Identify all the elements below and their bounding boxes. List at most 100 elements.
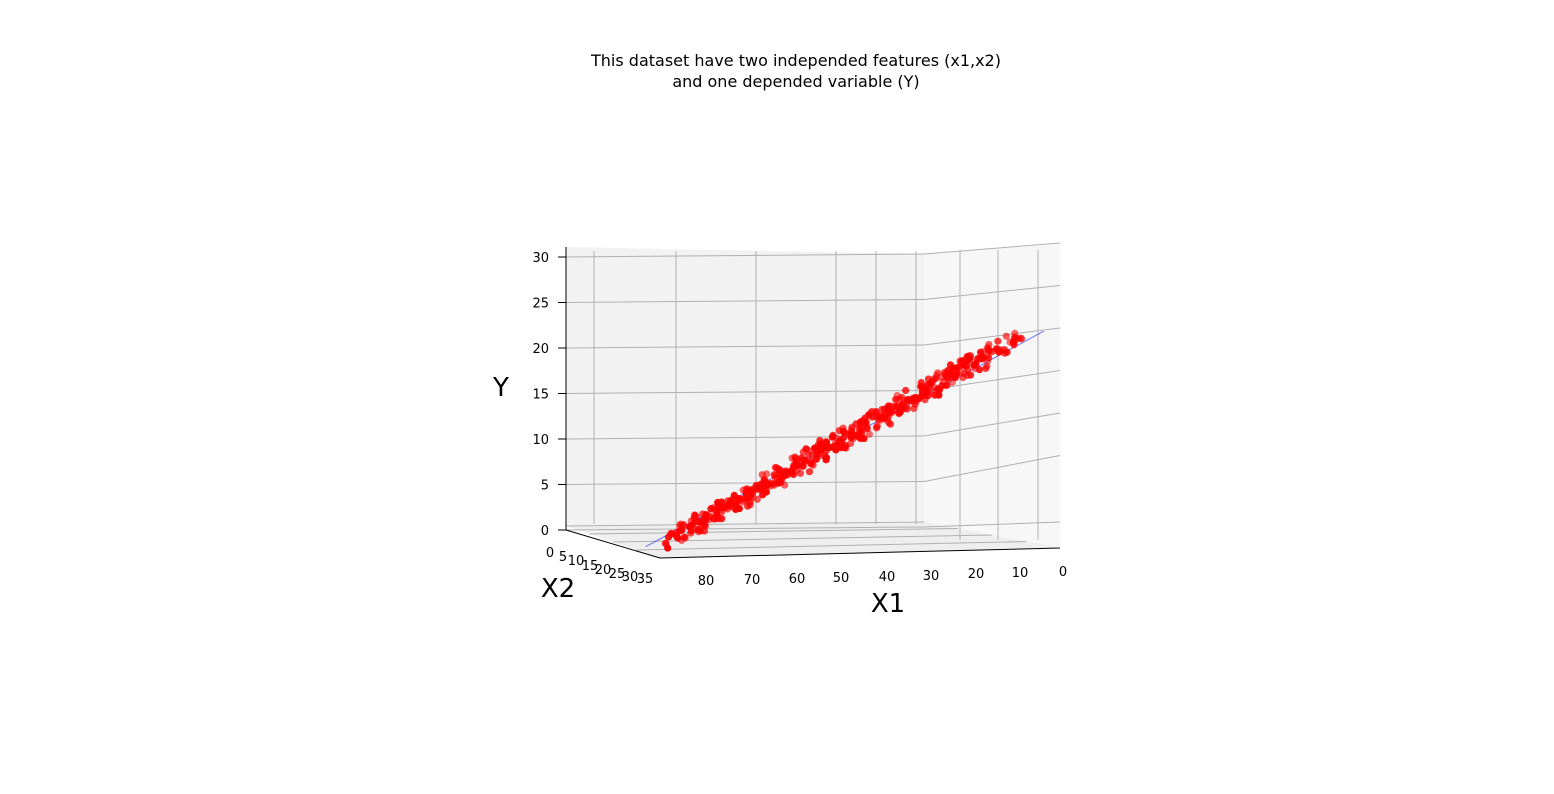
- data-point: [677, 536, 686, 544]
- data-point: [956, 357, 964, 365]
- data-point: [839, 424, 847, 432]
- data-point: [898, 393, 906, 401]
- grid-line: [923, 242, 1061, 255]
- data-point: [717, 498, 726, 506]
- data-point: [758, 471, 766, 479]
- data-point: [822, 456, 830, 464]
- data-point: [679, 521, 687, 529]
- data-point: [829, 442, 837, 451]
- data-point: [748, 494, 756, 502]
- data-point: [984, 354, 993, 362]
- grid-line: [565, 521, 925, 527]
- scatter-points: [661, 329, 1026, 552]
- data-point: [922, 389, 930, 397]
- x1-tick-label: 70: [744, 573, 761, 588]
- x2-tick-label: 25: [609, 567, 626, 582]
- data-point: [857, 429, 866, 437]
- data-point: [739, 486, 748, 494]
- x2-tick-label: 20: [595, 563, 612, 578]
- data-point: [714, 515, 722, 523]
- data-point: [956, 362, 964, 371]
- title-line-1: This dataset have two independed feature…: [590, 51, 1001, 70]
- data-point: [736, 495, 744, 503]
- data-point: [910, 404, 918, 412]
- data-point: [889, 403, 897, 411]
- data-point: [1003, 348, 1011, 356]
- data-point: [976, 348, 985, 356]
- data-point: [842, 444, 850, 452]
- y-tick-label: 15: [532, 388, 549, 403]
- grid-line: [923, 327, 1061, 346]
- data-point: [862, 418, 870, 426]
- x1-tick-label: 60: [789, 572, 806, 587]
- data-point: [865, 411, 873, 419]
- data-point: [687, 527, 696, 535]
- grid-line: [636, 541, 1027, 551]
- data-point: [972, 359, 980, 368]
- data-point: [878, 405, 886, 414]
- data-point: [903, 402, 911, 410]
- y-tick-label: 20: [532, 342, 549, 357]
- data-point: [818, 444, 827, 452]
- data-point: [1011, 329, 1019, 337]
- y-tick-labels: 0 5 10 15 20 25 30: [532, 251, 566, 539]
- data-point: [975, 366, 984, 374]
- grid-line: [565, 526, 925, 531]
- data-point: [798, 462, 806, 470]
- data-point: [935, 391, 943, 399]
- y-tick-label: 5: [541, 479, 549, 494]
- y-tick-label: 0: [541, 524, 549, 539]
- data-point: [673, 533, 681, 541]
- data-point: [872, 407, 880, 416]
- data-point: [745, 487, 753, 495]
- data-point: [983, 362, 991, 370]
- data-point: [804, 451, 813, 459]
- x2-axis-label: X2: [541, 574, 575, 604]
- x1-tick-label: 20: [968, 567, 985, 582]
- x1-tick-label: 50: [833, 571, 850, 586]
- data-point: [1014, 334, 1022, 343]
- y-tick-label: 10: [532, 433, 549, 448]
- grid-line: [565, 344, 925, 349]
- data-point: [959, 373, 967, 382]
- data-point: [694, 528, 702, 536]
- data-point: [1002, 332, 1010, 340]
- data-point: [700, 527, 709, 535]
- x1-tick-label: 40: [879, 570, 896, 585]
- axes: [565, 247, 1061, 559]
- data-point: [805, 468, 814, 476]
- x2-tick-label: 10: [568, 554, 585, 569]
- data-point: [906, 396, 914, 404]
- data-point: [780, 471, 788, 479]
- y-tick-label: 25: [532, 297, 549, 312]
- grid-line: [589, 528, 959, 535]
- chart-title: This dataset have two independed feature…: [590, 51, 1001, 91]
- data-point: [694, 518, 702, 526]
- data-point: [781, 481, 789, 489]
- x1-tick-label: 0: [1059, 565, 1067, 580]
- grid-line: [923, 521, 1061, 528]
- grid-line: [565, 390, 925, 394]
- x2-tick-label: 15: [582, 559, 599, 574]
- grid-line: [565, 481, 925, 485]
- data-point: [691, 511, 699, 519]
- data-point: [924, 375, 932, 383]
- x1-tick-label: 10: [1012, 566, 1029, 581]
- grid-line: [923, 285, 1061, 300]
- data-point: [760, 480, 769, 488]
- data-point: [847, 428, 856, 436]
- data-point: [700, 521, 709, 529]
- grid-line: [923, 412, 1061, 437]
- data-point: [963, 361, 971, 370]
- data-point: [664, 544, 672, 552]
- x2-tick-label: 35: [637, 572, 654, 587]
- data-point: [664, 533, 673, 541]
- data-point: [770, 471, 778, 479]
- title-line-2: and one depended variable (Y): [672, 72, 919, 91]
- y-tick-label: 30: [532, 251, 549, 266]
- data-point: [812, 455, 821, 463]
- data-point: [808, 460, 816, 468]
- data-point: [789, 462, 797, 471]
- grid-line: [565, 253, 925, 258]
